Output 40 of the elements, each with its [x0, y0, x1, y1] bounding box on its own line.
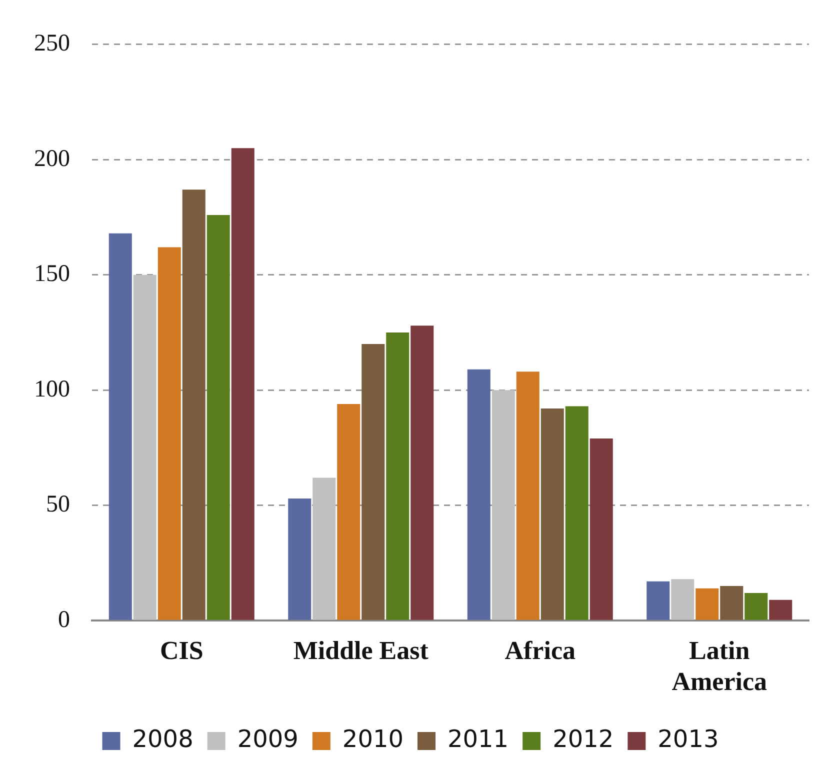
y-tick-label: 150: [34, 261, 70, 288]
bar: [133, 274, 156, 620]
bar: [158, 247, 181, 620]
x-tick-label: Middle East: [293, 636, 429, 665]
legend-label: 2009: [237, 725, 298, 754]
bar: [386, 332, 410, 620]
bar: [720, 586, 744, 620]
bar: [696, 588, 719, 620]
bar: [769, 600, 792, 620]
y-tick-label: 250: [34, 30, 70, 57]
bar: [646, 581, 670, 620]
bar: [288, 498, 312, 620]
bar: [590, 438, 613, 620]
legend-label: 2010: [342, 725, 404, 754]
bar: [467, 369, 490, 620]
bar: [540, 408, 564, 620]
bar: [108, 233, 132, 620]
bar: [565, 406, 588, 620]
bar: [410, 326, 434, 620]
bar: [337, 404, 360, 620]
bar: [206, 214, 230, 620]
y-tick-label: 100: [34, 376, 70, 402]
bar: [362, 344, 385, 620]
bar: [312, 478, 336, 620]
x-tick-label: Africa: [504, 636, 576, 665]
bar: [492, 390, 515, 620]
bar: [182, 190, 206, 620]
bar: [516, 372, 540, 620]
x-tick-label: CIS: [160, 636, 204, 665]
legend-label: 2013: [658, 725, 719, 754]
legend-label: 2011: [448, 725, 509, 754]
bar: [231, 148, 254, 620]
x-tick-label: Latin America: [672, 636, 768, 696]
legend-label: 2008: [132, 725, 194, 754]
bar: [671, 579, 694, 620]
y-tick-label: 200: [34, 146, 70, 172]
y-tick-label: 50: [46, 492, 70, 518]
legend-label: 2012: [552, 725, 614, 754]
bar: [744, 592, 768, 620]
y-tick-label: 0: [58, 606, 70, 633]
